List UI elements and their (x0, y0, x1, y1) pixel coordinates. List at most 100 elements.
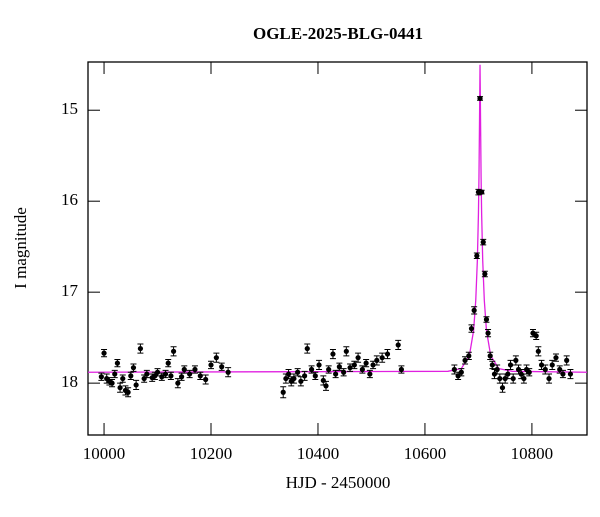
data-point (553, 355, 559, 361)
x-tick-label: 10000 (83, 444, 126, 463)
data-point (285, 371, 292, 377)
data-point (458, 369, 464, 375)
data-point (308, 366, 315, 373)
data-point (482, 271, 488, 277)
data-point (535, 348, 541, 354)
data-point (505, 371, 511, 377)
data-point (489, 362, 495, 368)
data-point (120, 375, 126, 382)
data-point (363, 360, 369, 366)
data-point (225, 369, 231, 375)
data-point (144, 371, 150, 377)
data-point (192, 366, 198, 373)
data-point (162, 371, 169, 377)
y-tick-label: 16 (61, 190, 78, 209)
data-point (549, 362, 555, 368)
data-point (526, 369, 532, 375)
data-point (101, 350, 107, 356)
data-point (213, 355, 219, 361)
data-point (567, 371, 574, 377)
data-point (477, 95, 483, 101)
data-point (130, 365, 137, 371)
data-point (295, 369, 301, 375)
data-point (494, 366, 500, 373)
y-tick-label: 18 (61, 372, 78, 391)
data-point (499, 385, 506, 391)
data-point (347, 365, 353, 371)
data-point (480, 239, 486, 245)
data-point (137, 345, 144, 352)
x-tick-label: 10200 (190, 444, 233, 463)
data-point (533, 333, 539, 339)
data-point (462, 357, 468, 363)
data-point (395, 342, 401, 348)
data-point (178, 374, 185, 380)
data-point (367, 371, 373, 377)
data-point (112, 371, 118, 377)
data-point (98, 374, 104, 380)
model-curve (87, 64, 588, 373)
x-tick-label: 10600 (404, 444, 447, 463)
data-point (302, 373, 308, 379)
data-point (479, 189, 485, 195)
data-point (114, 360, 121, 366)
data-point (341, 369, 347, 375)
data-point (560, 371, 566, 377)
data-point (485, 330, 491, 336)
data-point (304, 345, 310, 352)
data-point (330, 351, 336, 357)
data-point (187, 371, 193, 377)
data-point (343, 348, 349, 354)
data-point (546, 375, 552, 382)
data-point (483, 316, 490, 323)
data-point (128, 373, 134, 379)
data-point (557, 366, 563, 373)
data-point (312, 373, 318, 379)
data-point (468, 325, 475, 332)
data-point (370, 362, 376, 368)
data-point (109, 380, 115, 386)
data-point (359, 366, 365, 373)
data-point (513, 357, 519, 363)
data-point (538, 362, 545, 368)
data-point (564, 357, 570, 363)
data-point (333, 371, 339, 377)
data-point (175, 380, 181, 386)
data-point (471, 307, 477, 313)
data-point (133, 382, 139, 388)
data-point (280, 389, 286, 395)
data-point (170, 348, 177, 354)
data-point (542, 366, 548, 373)
data-point (141, 375, 147, 382)
data-point (125, 389, 131, 395)
x-axis-label: HJD - 2450000 (286, 473, 391, 492)
chart-title: OGLE-2025-BLG-0441 (253, 24, 423, 43)
data-point (208, 362, 214, 368)
data-point (455, 373, 461, 379)
data-point (298, 378, 304, 384)
data-point (398, 366, 405, 373)
y-tick-label: 17 (61, 281, 79, 300)
data-point (451, 366, 457, 373)
data-point (181, 366, 187, 373)
data-point (510, 375, 516, 382)
data-point (154, 369, 161, 375)
data-point (487, 353, 493, 359)
y-tick-label: 15 (61, 99, 78, 118)
data-point (507, 362, 514, 368)
plot-frame (87, 61, 588, 436)
data-point (291, 375, 297, 382)
data-point (474, 253, 480, 259)
x-tick-label: 10800 (511, 444, 554, 463)
data-point (355, 355, 361, 361)
data-point (203, 376, 209, 383)
data-point (497, 375, 503, 382)
data-point (521, 375, 527, 382)
data-point (323, 383, 329, 389)
data-point (379, 355, 385, 361)
data-point (117, 385, 123, 391)
data-point (197, 373, 203, 379)
data-point (384, 351, 391, 357)
data-point (316, 362, 322, 368)
